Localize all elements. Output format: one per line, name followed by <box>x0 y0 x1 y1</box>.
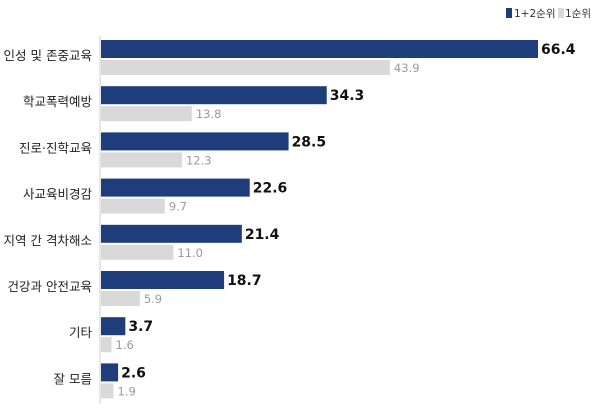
bar-series-2 <box>101 152 182 168</box>
data-label-series-2: 11.0 <box>177 246 203 260</box>
category-label: 인성 및 존중교육 <box>4 48 92 63</box>
bar-series-2 <box>101 198 165 214</box>
bar-series-1 <box>101 86 327 105</box>
legend-label-series-1: 1+2순위 <box>514 7 555 20</box>
data-label-series-1: 28.5 <box>292 134 327 150</box>
bar-series-2 <box>101 60 390 75</box>
data-label-series-1: 21.4 <box>245 227 280 243</box>
legend-swatch-series-1 <box>506 8 512 18</box>
legend-label-series-2: 1순위 <box>565 7 591 20</box>
bar-series-2 <box>101 383 114 399</box>
category-label: 사교육비경감 <box>23 187 93 202</box>
data-label-series-2: 5.9 <box>144 292 162 306</box>
category-label: 건강과 안전교육 <box>8 279 92 294</box>
data-label-series-2: 9.7 <box>169 200 187 214</box>
data-label-series-1: 18.7 <box>227 273 262 289</box>
data-label-series-1: 2.6 <box>121 365 146 381</box>
category-label: 지역 간 격차해소 <box>4 233 92 248</box>
category-label: 진로·진학교육 <box>19 140 92 155</box>
data-label-series-2: 43.9 <box>394 61 420 75</box>
bar-series-2 <box>101 291 140 306</box>
legend: 1+2순위 1순위 <box>506 7 591 20</box>
category-label: 기타 <box>69 325 93 340</box>
bar-series-2 <box>101 337 112 353</box>
bar-series-2 <box>101 244 174 260</box>
bar-series-1 <box>101 132 289 151</box>
category-label: 잘 모름 <box>54 371 92 386</box>
data-label-series-2: 12.3 <box>186 153 212 167</box>
bar-series-1 <box>101 363 119 382</box>
bar-series-1 <box>101 271 225 289</box>
data-label-series-2: 13.8 <box>196 107 222 121</box>
data-label-series-1: 66.4 <box>541 42 576 58</box>
bar-series-1 <box>101 224 242 243</box>
category-label: 학교폭력예방 <box>23 94 93 109</box>
bar-series-2 <box>101 106 192 122</box>
data-label-series-1: 22.6 <box>253 181 288 197</box>
bar-series-1 <box>101 178 250 197</box>
data-label-series-2: 1.9 <box>118 384 136 398</box>
data-label-series-1: 34.3 <box>330 88 365 104</box>
data-label-series-1: 3.7 <box>128 319 153 335</box>
data-label-series-2: 1.6 <box>116 338 134 352</box>
bar-series-1 <box>101 317 126 336</box>
legend-swatch-series-2 <box>558 8 564 18</box>
bar-series-1 <box>101 40 538 58</box>
chart-marks: 인성 및 존중교육 66.4 43.9 학교폭력예방 34.3 13.8 진로·진학교육 28… <box>4 40 576 399</box>
